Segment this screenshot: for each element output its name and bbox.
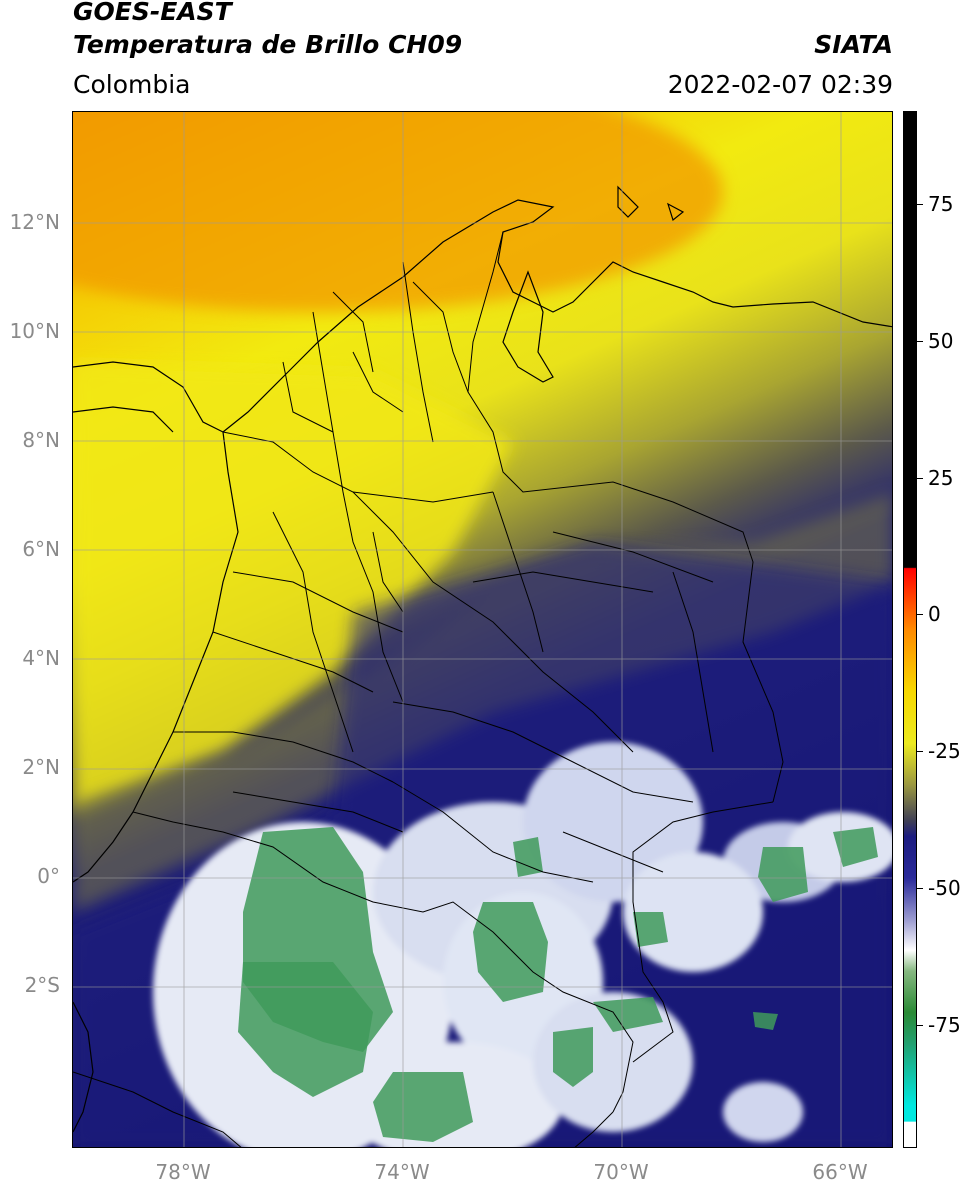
colorbar-tick <box>917 751 923 752</box>
source-label: SIATA <box>814 30 893 59</box>
colorbar <box>903 111 917 1148</box>
lat-label-8n: 8°N <box>22 428 60 452</box>
lat-label-6n: 6°N <box>22 537 60 561</box>
colorbar-tick <box>917 204 923 205</box>
lon-label-74w: 74°W <box>374 1160 430 1184</box>
lat-label-0: 0° <box>37 864 60 888</box>
colorbar-label-minus75: -75 <box>928 1013 961 1037</box>
satellite-map <box>72 111 893 1148</box>
lat-label-4n: 4°N <box>22 646 60 670</box>
graticule <box>73 112 892 1147</box>
political-borders <box>73 231 784 1147</box>
colorbar-tick <box>917 614 923 615</box>
colorbar-label-25: 25 <box>928 466 954 490</box>
map-canvas <box>73 112 892 1147</box>
lat-label-10n: 10°N <box>9 319 60 343</box>
warm-region <box>73 112 723 312</box>
lat-label-2s: 2°S <box>24 973 60 997</box>
map-title-line2: Temperatura de Brillo CH09 <box>73 30 463 59</box>
convective-cores <box>238 827 878 1142</box>
colorbar-label-0: 0 <box>928 602 941 626</box>
colorbar-label-minus25: -25 <box>928 739 961 763</box>
colorbar-tick <box>917 888 923 889</box>
colorbar-label-50: 50 <box>928 329 954 353</box>
colorbar-label-minus50: -50 <box>928 876 961 900</box>
colorbar-tick <box>917 1025 923 1026</box>
colorbar-label-75: 75 <box>928 192 954 216</box>
map-title-line1: GOES-EAST <box>73 0 232 26</box>
lon-label-78w: 78°W <box>155 1160 211 1184</box>
lat-label-2n: 2°N <box>22 755 60 779</box>
region-label: Colombia <box>73 70 191 99</box>
lon-label-66w: 66°W <box>812 1160 868 1184</box>
colorbar-scale <box>904 112 916 1147</box>
colorbar-tick <box>917 341 923 342</box>
lon-label-70w: 70°W <box>593 1160 649 1184</box>
timestamp-label: 2022-02-07 02:39 <box>667 70 893 99</box>
colorbar-tick <box>917 478 923 479</box>
lat-label-12n: 12°N <box>9 210 60 234</box>
